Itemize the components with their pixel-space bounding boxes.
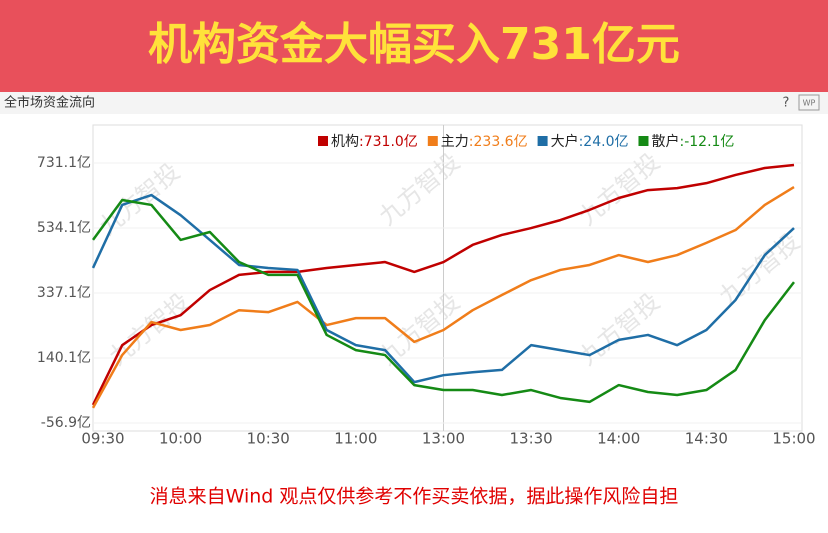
series-line (91, 186, 795, 409)
y-tick-label: 337.1亿 (37, 285, 91, 301)
legend-name: 机构 (331, 134, 359, 150)
y-tick-label: -56.9亿 (41, 415, 91, 431)
x-tick-label: 13:00 (422, 430, 465, 448)
banner-title: 机构资金大幅买入731亿元 (148, 19, 680, 70)
watermark: 九方智投 (374, 148, 466, 231)
x-tick-label: 14:00 (597, 430, 640, 448)
x-tick-label: 14:30 (685, 430, 728, 448)
x-tick-label: 11:00 (334, 430, 377, 448)
help-icon[interactable]: ? (783, 96, 790, 111)
series-line (91, 193, 795, 384)
x-tick-label: 10:30 (247, 430, 290, 448)
footer-note: 消息来自Wind 观点仅供参考不作买卖依据，据此操作风险自担 (150, 486, 679, 508)
legend-value: :24.0亿 (579, 134, 629, 150)
legend-swatch (638, 136, 649, 146)
legend-name: 主力 (441, 134, 469, 150)
watermark: 九方智投 (714, 228, 806, 311)
wp-icon[interactable]: WP (803, 99, 816, 108)
legend-swatch (318, 136, 328, 146)
banner (0, 0, 828, 92)
series-line (91, 163, 795, 406)
legend-value: :-12.1亿 (679, 134, 734, 150)
chart-title: 全市场资金流向 (4, 95, 95, 111)
legend-swatch (427, 136, 438, 146)
y-tick-label: 534.1亿 (37, 220, 91, 236)
legend-value: :731.0亿 (359, 134, 418, 150)
plot-frame (92, 124, 803, 432)
legend-name: 大户 (551, 133, 579, 150)
x-tick-label: 15:00 (772, 430, 815, 448)
chart-header (0, 92, 828, 114)
plot: 九方智投九方智投九方智投九方智投九方智投九方智投九方智投-56.9亿140.1亿… (37, 124, 816, 448)
y-tick-label: 731.1亿 (37, 155, 91, 171)
x-tick-label: 09:30 (81, 430, 124, 448)
legend-swatch (537, 136, 548, 146)
legend-value: :233.6亿 (469, 134, 528, 150)
series-line (91, 198, 795, 404)
x-tick-label: 13:30 (510, 430, 553, 448)
wp-icon-box[interactable] (798, 94, 820, 111)
y-tick-label: 140.1亿 (37, 350, 91, 366)
x-tick-label: 10:00 (159, 430, 202, 448)
legend-name: 散户 (651, 133, 679, 150)
